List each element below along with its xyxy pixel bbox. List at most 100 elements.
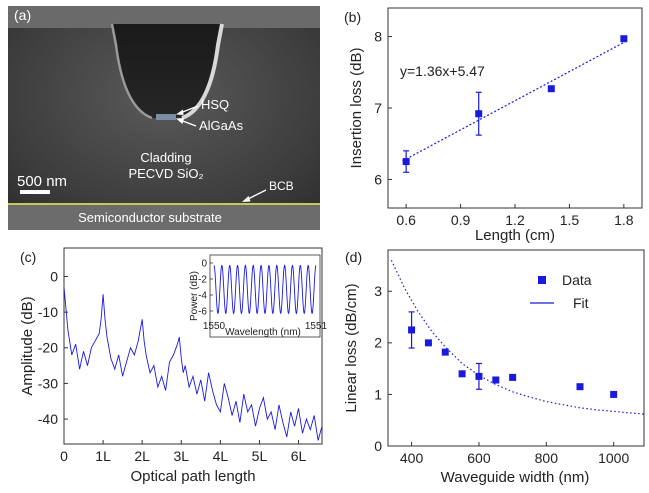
data-point	[475, 110, 483, 118]
panel-d-label: (d)	[345, 249, 362, 265]
x-tick-label: 5L	[252, 448, 268, 464]
y-tick-label: -10	[38, 304, 58, 320]
data-point	[509, 373, 517, 381]
inset-y-tick-label: 0	[201, 259, 207, 270]
bcb-label: BCB	[269, 179, 294, 193]
x-tick-label: 0.9	[451, 212, 471, 228]
plot-b-ylabel: Insertion loss (dB)	[348, 48, 365, 169]
plot-b-frame	[387, 7, 643, 209]
x-tick-label: 1.2	[505, 212, 525, 228]
scale-bar-label: 500 nm	[17, 173, 67, 190]
panel-d: (d) 400 600 800 1000 0 1 2 3 Data Fit Waveguide…	[343, 249, 645, 486]
y-tick-label: 2	[374, 335, 382, 351]
y-tick-label: 3	[374, 283, 382, 299]
plot-d-points	[408, 311, 618, 398]
legend-data-marker	[538, 276, 546, 284]
plot-b-points	[402, 35, 628, 173]
x-tick-label: 1000	[598, 450, 629, 466]
inset-frame	[209, 254, 321, 338]
inset-y-tick-label: -6	[198, 307, 207, 318]
inset-x-tick-label: 1550	[203, 321, 226, 332]
y-tick-label: -40	[38, 411, 58, 427]
data-point	[424, 339, 432, 347]
inset-fringes	[213, 264, 317, 315]
sem-trench-edge-right	[181, 23, 224, 120]
panel-b-label: (b)	[344, 9, 361, 25]
inset-x-tick-label: 1551	[305, 321, 328, 332]
x-tick-label: 600	[467, 450, 491, 466]
fit-line	[402, 39, 628, 162]
x-tick-label: 0	[60, 448, 68, 464]
sem-waveguide-core	[156, 114, 176, 120]
plot-d-frame	[387, 249, 645, 447]
sem-trench-edge-left	[110, 23, 153, 120]
plot-b-ticks: 0.6 0.9 1.2 1.5 1.8 6 7 8	[374, 28, 634, 228]
inset-ylabel: Power (dB)	[189, 271, 200, 321]
x-tick-label: 1L	[95, 448, 111, 464]
fringe-line	[213, 264, 317, 315]
data-point	[458, 370, 466, 378]
legend-fit-label: Fit	[573, 295, 589, 311]
x-tick-label: 3L	[173, 448, 189, 464]
data-point	[475, 372, 483, 380]
x-tick-label: 4L	[213, 448, 229, 464]
plot-c-spectrum	[63, 287, 323, 441]
panel-b: (b) 0.6 0.9 1.2 1.5 1.8 6 7 8 y=1.36x+5.47 Leng…	[344, 7, 643, 244]
inset-ticks: 0 -2 -4 -6 1550 1551	[198, 259, 327, 333]
data-point	[408, 326, 416, 334]
plot-d-ylabel: Linear loss (dB/cm)	[343, 283, 360, 412]
x-tick-label: 400	[400, 450, 424, 466]
inset-y-tick-label: -2	[198, 275, 207, 286]
hsq-label: HSQ	[201, 97, 229, 112]
plot-c-xlabel: Optical path length	[130, 468, 255, 485]
x-tick-label: 0.6	[396, 212, 416, 228]
algaas-label: AlGaAs	[199, 118, 244, 133]
inset-y-tick-label: -4	[198, 291, 207, 302]
x-tick-label: 6L	[291, 448, 307, 464]
legend-data-label: Data	[562, 272, 592, 288]
data-point	[441, 348, 449, 356]
algaas-arrowhead	[176, 118, 184, 124]
scale-bar	[20, 190, 50, 194]
panel-c-label: (c)	[20, 249, 36, 265]
x-tick-label: 1.8	[614, 212, 634, 228]
y-tick-label: 7	[374, 100, 382, 116]
y-tick-label: 1	[374, 386, 382, 402]
y-tick-label: 8	[374, 28, 382, 44]
fit-curve	[390, 260, 645, 415]
y-tick-label: 0	[50, 268, 58, 284]
bcb-arrowhead	[242, 196, 251, 202]
plot-d-ticks: 400 600 800 1000 0 1 2 3	[374, 283, 629, 466]
y-tick-label: 0	[374, 438, 382, 454]
hsq-arrowhead	[176, 109, 184, 115]
y-tick-label: 6	[374, 171, 382, 187]
plot-b-fit-line	[402, 39, 628, 162]
sem-trench	[112, 24, 222, 118]
x-tick-label: 800	[535, 450, 559, 466]
data-point	[610, 390, 618, 398]
plot-d-xlabel: Waveguide width (nm)	[441, 469, 590, 486]
plot-c-ticks: 0 1L 2L 3L 4L 5L 6L 0 -10 -20 -30 -40	[38, 268, 307, 464]
data-point	[547, 85, 555, 93]
spectrum-line	[63, 287, 323, 441]
data-point	[492, 376, 500, 384]
plot-c-frame	[63, 247, 323, 445]
inset-xlabel: Wavelength (nm)	[225, 327, 301, 338]
panel-a: (a) HSQ AlGaAs Cladding PECVD SiO₂ 500 n…	[8, 6, 320, 230]
y-tick-label: -20	[38, 340, 58, 356]
x-tick-label: 1.5	[560, 212, 580, 228]
sem-bcb-layer	[8, 203, 320, 205]
data-point	[576, 383, 584, 391]
substrate-label: Semiconductor substrate	[78, 210, 222, 225]
sem-top-layer	[8, 6, 320, 28]
x-tick-label: 2L	[134, 448, 150, 464]
data-point	[620, 35, 628, 43]
pecvd-label: PECVD SiO₂	[128, 166, 203, 181]
plot-b-equation: y=1.36x+5.47	[400, 63, 485, 79]
data-point	[402, 158, 410, 166]
plot-b-xlabel: Length (cm)	[475, 227, 555, 244]
sem-substrate	[8, 204, 320, 230]
cladding-label: Cladding	[140, 150, 191, 165]
plot-d-fit-curve	[390, 260, 645, 415]
